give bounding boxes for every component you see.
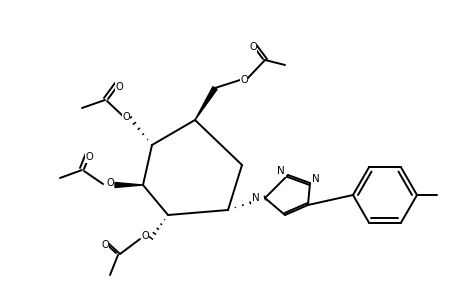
Text: O: O [122,112,129,122]
Text: O: O [101,240,109,250]
Text: N: N [277,166,285,176]
Text: O: O [141,231,149,241]
Text: O: O [106,178,114,188]
Text: O: O [240,75,247,85]
Text: O: O [249,42,256,52]
Polygon shape [195,87,217,120]
Text: N: N [311,174,319,184]
Polygon shape [115,182,143,188]
Text: O: O [115,82,123,92]
Text: O: O [85,152,93,162]
Text: N: N [252,193,259,203]
